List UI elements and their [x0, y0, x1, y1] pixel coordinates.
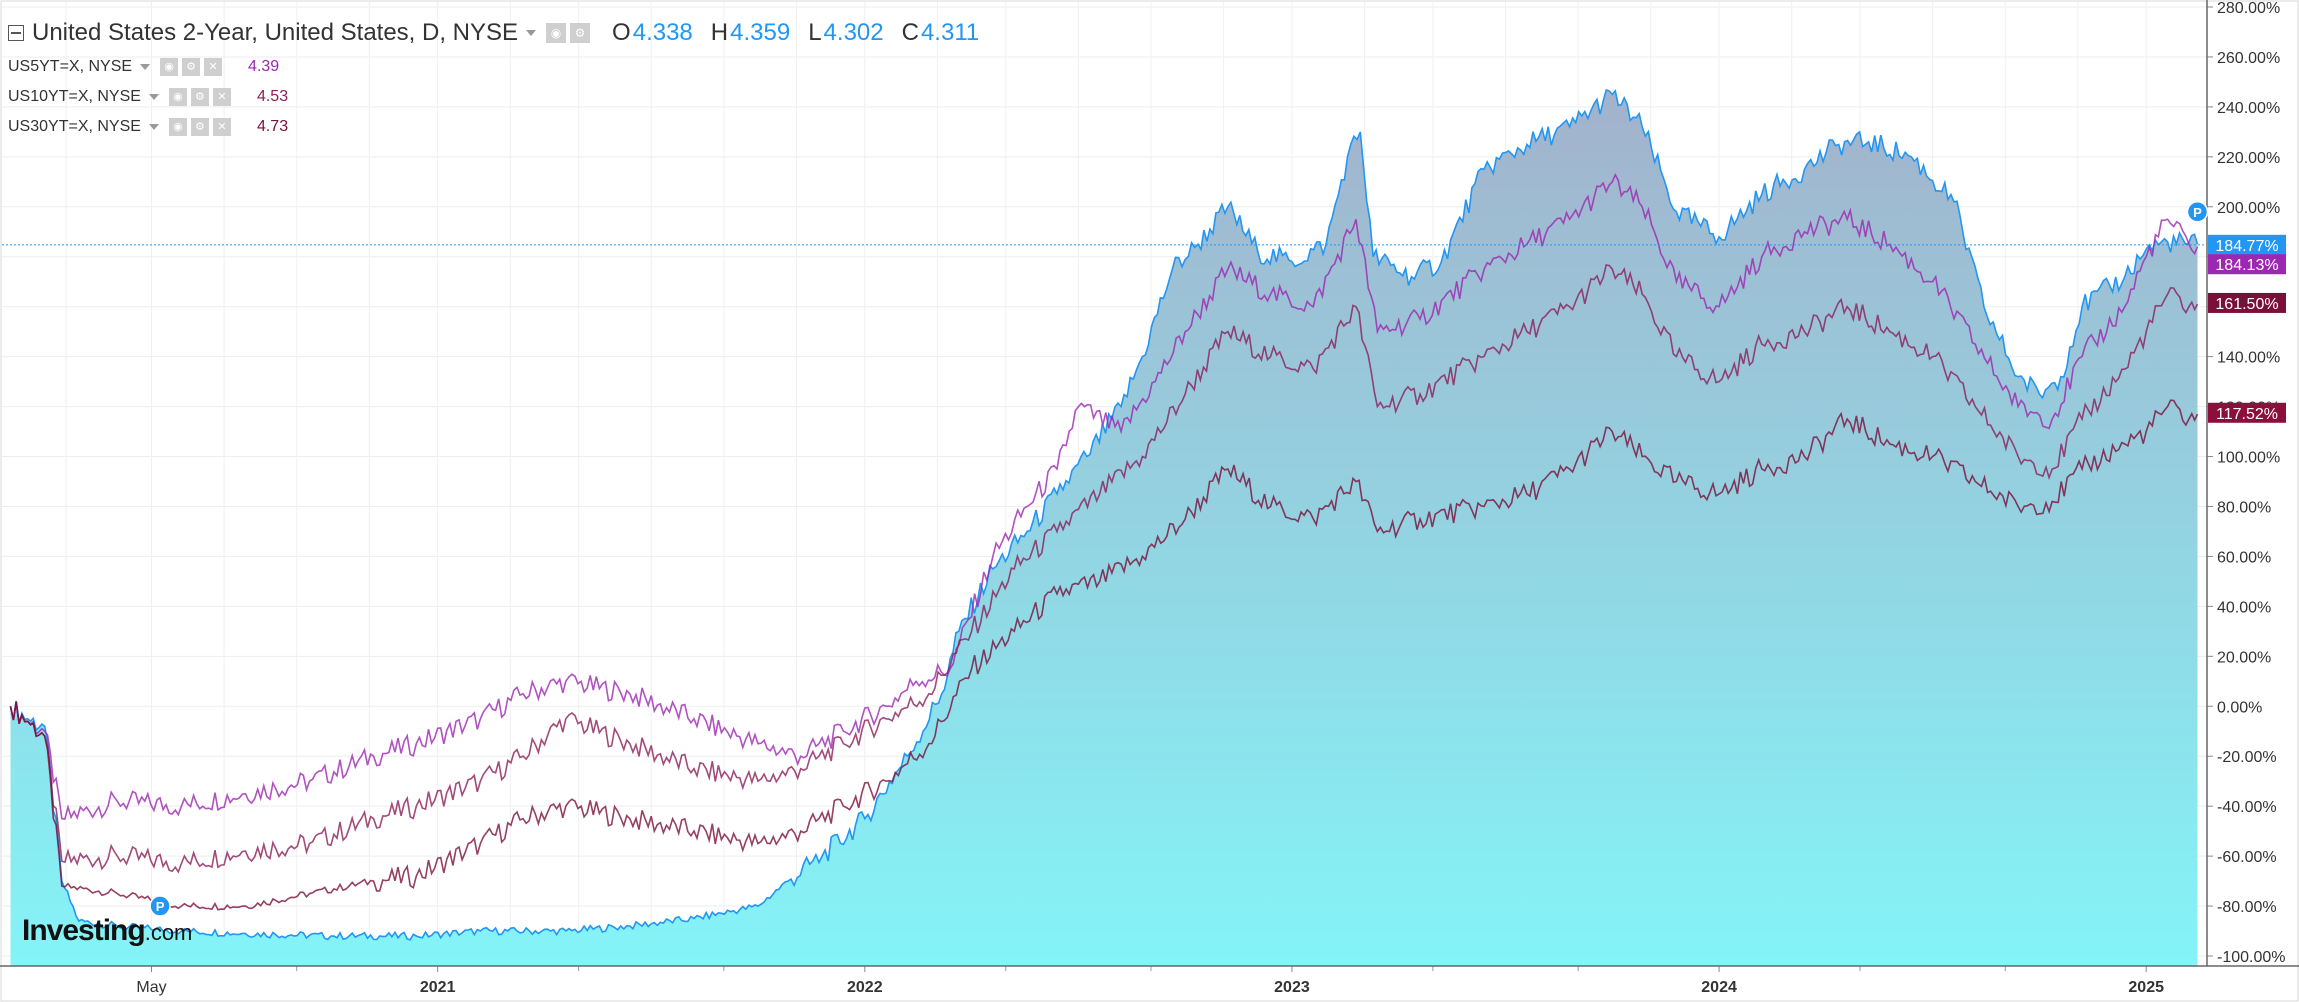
comparison-legend-us10y: US10YT=X, NYSE ◉ ⚙ ✕ 4.53 [8, 82, 979, 112]
ohlc-high-key: H [710, 19, 729, 46]
eye-icon[interactable]: ◉ [160, 58, 179, 76]
series-line-us2y [9, 88, 2199, 941]
chevron-down-icon[interactable] [526, 30, 537, 36]
y-tick-label: 100.00% [2217, 450, 2280, 467]
ohlc-close-value: 4.311 [920, 19, 980, 46]
main-series-legend: United States 2-Year, United States, D, … [8, 14, 979, 52]
ohlc-open-key: O [612, 19, 631, 46]
last-value-label: 184.13% [2215, 257, 2278, 274]
eye-icon[interactable]: ◉ [168, 88, 187, 106]
x-tick-label: May [136, 979, 166, 996]
y-tick-label: 80.00% [2217, 499, 2271, 516]
x-tick-label: 2022 [847, 979, 883, 996]
last-value-label: 161.50% [2215, 296, 2278, 313]
close-icon[interactable]: ✕ [204, 58, 223, 76]
comparison-value: 4.73 [256, 118, 289, 135]
y-tick-label: -40.00% [2217, 799, 2277, 816]
series-line-us10yt-x [9, 264, 2199, 874]
gear-icon[interactable]: ⚙ [190, 118, 209, 136]
event-marker[interactable] [2186, 201, 2209, 223]
y-tick-label: -60.00% [2217, 849, 2277, 866]
series-layer [9, 88, 2199, 966]
y-tick-label: 40.00% [2217, 599, 2271, 616]
last-value-badge [2208, 402, 2286, 423]
y-tick-label: -100.00% [2217, 949, 2286, 966]
labels-layer: P P 184.77% 184.13% 161.50% 117.52% [2, 201, 2286, 917]
comparison-value: 4.39 [248, 58, 280, 75]
gear-icon[interactable]: ⚙ [190, 88, 209, 106]
eye-icon[interactable]: ◉ [168, 118, 187, 136]
close-icon[interactable]: ✕ [212, 118, 231, 136]
comparison-legend-us30y: US30YT=X, NYSE ◉ ⚙ ✕ 4.73 [8, 112, 979, 142]
y-tick-label: 260.00% [2217, 50, 2280, 67]
chart-legend: United States 2-Year, United States, D, … [8, 14, 979, 142]
chevron-down-icon[interactable] [148, 94, 159, 100]
last-value-label: 117.52% [2216, 406, 2278, 423]
x-tick-label: 2025 [2128, 979, 2164, 996]
event-marker-label: P [2193, 205, 2202, 220]
y-tick-label: 60.00% [2217, 549, 2271, 566]
last-value-badge [2208, 254, 2286, 275]
y-tick-label: 20.00% [2217, 649, 2271, 666]
eye-icon[interactable]: ◉ [546, 23, 567, 43]
ohlc-close-key: C [901, 19, 919, 46]
y-tick-label: -80.00% [2217, 899, 2277, 916]
comparison-symbol: US30YT=X, NYSE [8, 118, 141, 135]
last-value-badge [2208, 292, 2286, 313]
ohlc-open-value: 4.338 [632, 19, 693, 46]
y-tick-label: -20.00% [2217, 749, 2277, 766]
last-value-label: 184.77% [2215, 238, 2278, 255]
ohlc-low-value: 4.302 [823, 19, 884, 46]
event-marker[interactable] [149, 895, 171, 917]
y-tick-label: 140.00% [2217, 350, 2280, 367]
series-line-us5yt-x [9, 172, 2199, 821]
gear-icon[interactable]: ⚙ [182, 58, 201, 76]
chevron-down-icon[interactable] [148, 124, 159, 130]
y-tick-label: 220.00% [2217, 150, 2280, 167]
main-series-title: United States 2-Year, United States, D, … [32, 19, 519, 46]
comparison-legend-us5y: US5YT=X, NYSE ◉ ⚙ ✕ 4.39 [8, 52, 979, 82]
event-marker-label: P [156, 899, 165, 914]
logo-text: Investing [22, 914, 146, 947]
ohlc-low-key: L [808, 19, 822, 46]
last-value-badge [2208, 234, 2286, 255]
collapse-icon[interactable] [8, 25, 24, 41]
y-tick-label: 240.00% [2217, 100, 2280, 117]
comparison-symbol: US5YT=X, NYSE [8, 58, 133, 75]
investing-logo: Investing.com [22, 914, 192, 948]
x-tick-label: 2024 [1701, 979, 1737, 996]
y-tick-label: 200.00% [2217, 200, 2280, 217]
y-tick-label: 0.00% [2217, 699, 2262, 716]
gear-icon[interactable]: ⚙ [570, 23, 591, 43]
ohlc-high-value: 4.359 [730, 19, 791, 46]
comparison-value: 4.53 [256, 88, 289, 105]
x-tick-label: 2021 [420, 979, 456, 996]
close-icon[interactable]: ✕ [212, 88, 231, 106]
chevron-down-icon[interactable] [140, 64, 151, 70]
logo-suffix: .com [144, 920, 193, 945]
comparison-symbol: US10YT=X, NYSE [8, 88, 141, 105]
x-tick-label: 2023 [1274, 979, 1310, 996]
series-line-us30yt-x [9, 399, 2199, 911]
y-tick-label: 280.00% [2217, 0, 2280, 17]
